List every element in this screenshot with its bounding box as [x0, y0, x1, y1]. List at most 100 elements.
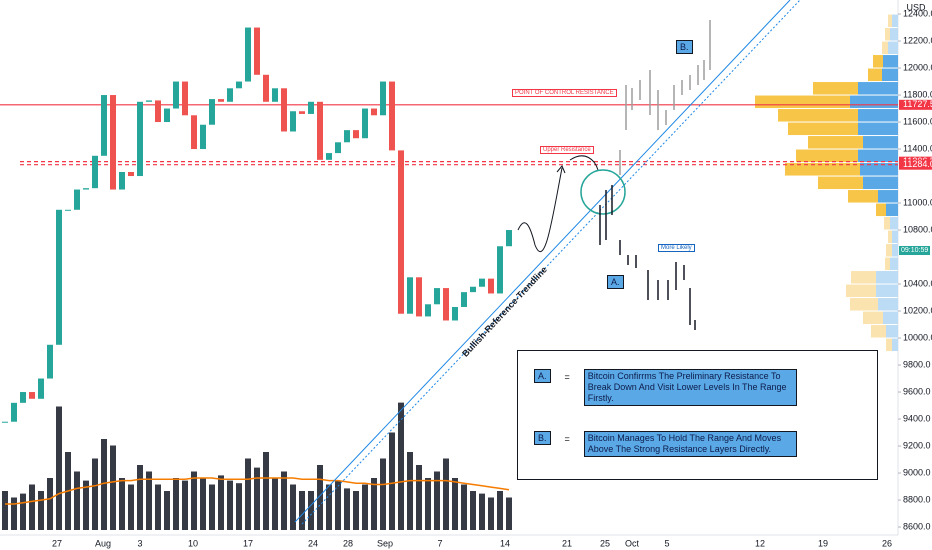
y-tick-label: 9400.0 [903, 413, 931, 423]
profile-sell [796, 149, 858, 163]
tag-b: B. [676, 40, 693, 54]
profile-sell [882, 41, 888, 55]
candle [281, 88, 287, 132]
volume-bar [218, 475, 224, 530]
arrow-head [556, 165, 566, 174]
volume-bar [20, 493, 26, 530]
profile-sell [885, 28, 890, 41]
volume-bar [344, 488, 350, 530]
profile-buy [886, 325, 898, 338]
legend-key: B. [534, 431, 551, 445]
profile-buy [888, 41, 898, 55]
volume-bar [398, 402, 404, 530]
profile-buy [860, 163, 898, 176]
candle [416, 277, 422, 317]
candle [65, 209, 71, 211]
profile-buy [850, 95, 898, 109]
x-tick-label: 17 [243, 538, 253, 548]
profile-sell [871, 325, 886, 338]
volume-bar [245, 458, 251, 530]
x-tick-label: 25 [600, 538, 610, 548]
volume-bar [236, 483, 242, 530]
price-axis [898, 0, 932, 550]
x-tick-label: Aug [95, 538, 111, 548]
volume-bar [434, 471, 440, 530]
candle [56, 209, 62, 345]
candle [200, 124, 206, 150]
profile-buy [890, 257, 898, 271]
y-tick-label: 8600.0 [903, 521, 931, 531]
y-tick-label: 10400.0 [903, 278, 932, 288]
y-tick-label: 9800.0 [903, 359, 931, 369]
profile-sell [851, 271, 876, 284]
volume-bar [254, 467, 260, 530]
likely-label: More Likely [658, 244, 695, 252]
level-tag [899, 99, 932, 110]
candle [263, 74, 269, 102]
volume-bar [299, 491, 305, 530]
y-tick-label: 12200.0 [903, 35, 932, 45]
candle [272, 88, 278, 102]
volume-bar [38, 491, 44, 530]
y-tick-label: 10800.0 [903, 224, 932, 234]
volume-bar [92, 458, 98, 530]
profile-sell [888, 230, 892, 244]
candle [245, 27, 251, 82]
profile-buy [863, 136, 898, 149]
volume-bar [443, 458, 449, 530]
volume-bar [209, 484, 215, 530]
volume-bar [164, 491, 170, 530]
candle [470, 286, 476, 293]
x-tick-label: 28 [343, 538, 353, 548]
profile-buy [892, 244, 898, 257]
y-tick-label: 10200.0 [903, 305, 932, 315]
candle [110, 95, 116, 190]
candle [119, 171, 125, 190]
volume-bar [425, 478, 431, 530]
profile-sell [884, 217, 890, 230]
candle [326, 153, 332, 160]
candle [11, 402, 17, 422]
volume-bar [380, 458, 386, 530]
poc-label: POINT OF CONTROL RESISTANCE [512, 89, 617, 97]
volume-bar [101, 439, 107, 530]
y-tick-label: 11400.0 [903, 143, 932, 153]
candle [227, 88, 233, 102]
trendline-label: Bullish-Reference-Trendline [460, 264, 549, 358]
volume-bar [389, 432, 395, 530]
profile-sell [846, 284, 876, 298]
candle [254, 27, 260, 75]
profile-buy [858, 122, 898, 136]
candle [407, 277, 413, 314]
x-tick-label: 14 [500, 538, 510, 548]
candle [335, 142, 341, 154]
candle [218, 99, 224, 102]
volume-bar [308, 491, 314, 530]
profile-sell [785, 163, 860, 176]
candle [344, 130, 350, 143]
y-tick-label: 8800.0 [903, 494, 931, 504]
candle [299, 111, 305, 114]
volume-bar [263, 452, 269, 530]
profile-buy [883, 311, 898, 325]
x-tick-label: 21 [562, 538, 572, 548]
path-arrow [569, 155, 599, 171]
profile-buy [858, 109, 898, 122]
volume-bar [317, 465, 323, 530]
candle [164, 108, 170, 123]
path-arrow [517, 167, 563, 253]
candle [155, 100, 161, 123]
volume-bar [326, 484, 332, 530]
volume-bar [128, 484, 134, 530]
level-label: 11727.5 [903, 99, 932, 109]
highlight-circle [580, 169, 626, 215]
volume-bar [56, 406, 62, 530]
volume-bar [2, 491, 8, 530]
profile-sell [868, 68, 882, 82]
volume-bar [110, 445, 116, 530]
profile-sell [886, 244, 892, 257]
volume-ma [5, 477, 510, 505]
trendline [294, 0, 791, 523]
volume-bar [200, 478, 206, 530]
volume-bar [47, 478, 53, 530]
